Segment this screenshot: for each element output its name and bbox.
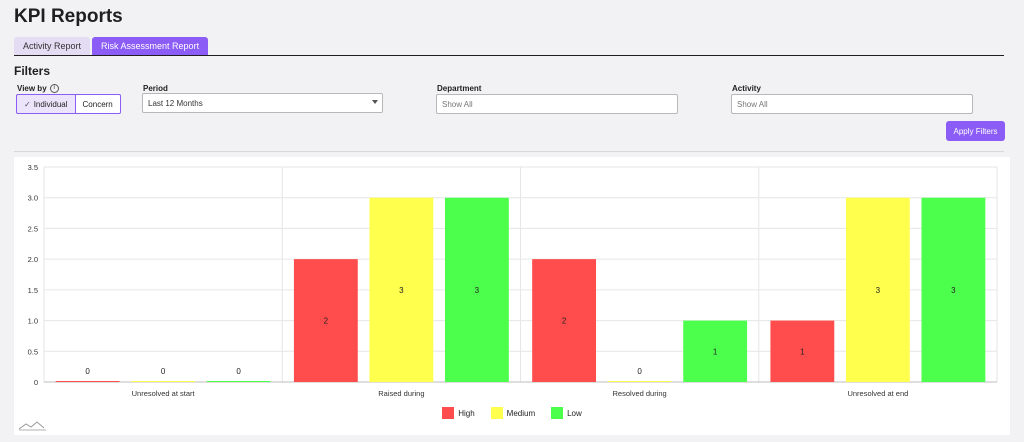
bar-high [293,259,358,382]
view-by-concern-button[interactable]: Concern [75,94,121,114]
data-label: 3 [399,286,404,295]
view-by-label-text: View by [17,84,47,93]
y-tick-label: 0.5 [28,347,38,356]
bar-low [206,381,271,382]
data-label: 1 [713,347,718,356]
legend-swatch [442,407,455,419]
check-icon: ✓ [24,99,31,109]
legend-swatch [551,407,564,419]
risk-chart-card: 0 0.5 1.0 1.5 2.0 2.5 3.0 3.5 0 0 0 Unresolved at s… [14,157,1010,435]
data-label: 0 [161,367,166,376]
data-label: 0 [236,367,241,376]
bar-medium [131,381,196,382]
x-tick-label: Unresolved at start [132,389,196,398]
x-tick-label: Resolved during [613,389,667,398]
legend-label: Medium [506,408,536,418]
activity-label: Activity [732,84,761,93]
bar-low [444,197,509,382]
y-tick-label: 3.5 [28,163,38,172]
y-tick-label: 1.0 [28,317,38,326]
data-label: 1 [800,347,805,356]
bar-low [683,320,748,382]
legend-label: Low [567,408,582,418]
apply-filters-button[interactable]: Apply Filters [946,121,1005,141]
tabs-divider [14,55,1004,56]
period-select-value: Last 12 Months [148,98,203,108]
risk-bar-chart: 0 0.5 1.0 1.5 2.0 2.5 3.0 3.5 0 0 0 Unresolved at s… [28,163,998,398]
x-tick-label: Raised during [378,389,424,398]
info-icon[interactable]: i [49,84,59,94]
bar-low [921,197,986,382]
bar-medium [845,197,910,382]
view-by-individual-button[interactable]: ✓ Individual [16,94,76,114]
period-select[interactable]: Last 12 Months [142,93,383,113]
section-divider [14,151,1004,152]
bar-medium [607,381,672,382]
data-label: 3 [951,286,956,295]
chart-legend: High Medium Low [14,407,1010,419]
data-label: 2 [324,317,329,326]
view-by-individual-label: Individual [33,99,68,109]
legend-item-medium[interactable]: Medium [490,407,536,419]
y-tick-label: 2.0 [28,255,38,264]
y-tick-label: 1.5 [28,286,38,295]
bar-medium [369,197,434,382]
activity-input[interactable]: Show All [731,94,973,114]
tab-activity-report[interactable]: Activity Report [14,37,91,55]
view-by-toggle: ✓ Individual Concern [16,94,121,114]
department-label: Department [437,84,482,93]
data-label: 3 [475,286,480,295]
period-label: Period [143,84,168,93]
data-label: 0 [85,367,90,376]
report-tabs: Activity Report Risk Assessment Report [14,37,209,55]
chart-logo-icon [18,421,46,431]
page-title: KPI Reports [14,6,123,27]
legend-swatch [490,407,503,419]
bar-high [532,259,597,382]
x-tick-label: Unresolved at end [847,389,908,398]
tab-risk-assessment-report[interactable]: Risk Assessment Report [92,37,209,55]
data-label: 2 [562,317,567,326]
data-label: 0 [637,367,642,376]
legend-item-high[interactable]: High [442,407,475,419]
chevron-down-icon [372,100,378,104]
y-tick-label: 0 [34,378,38,387]
legend-item-low[interactable]: Low [551,407,582,419]
department-input[interactable]: Show All [436,94,678,114]
bar-high [55,381,120,382]
legend-label: High [458,408,475,418]
filters-heading: Filters [14,64,51,78]
bar-high [770,320,835,382]
view-by-label: View by i [17,84,59,94]
y-tick-label: 2.5 [28,224,38,233]
y-tick-label: 3.0 [28,194,38,203]
data-label: 3 [876,286,881,295]
